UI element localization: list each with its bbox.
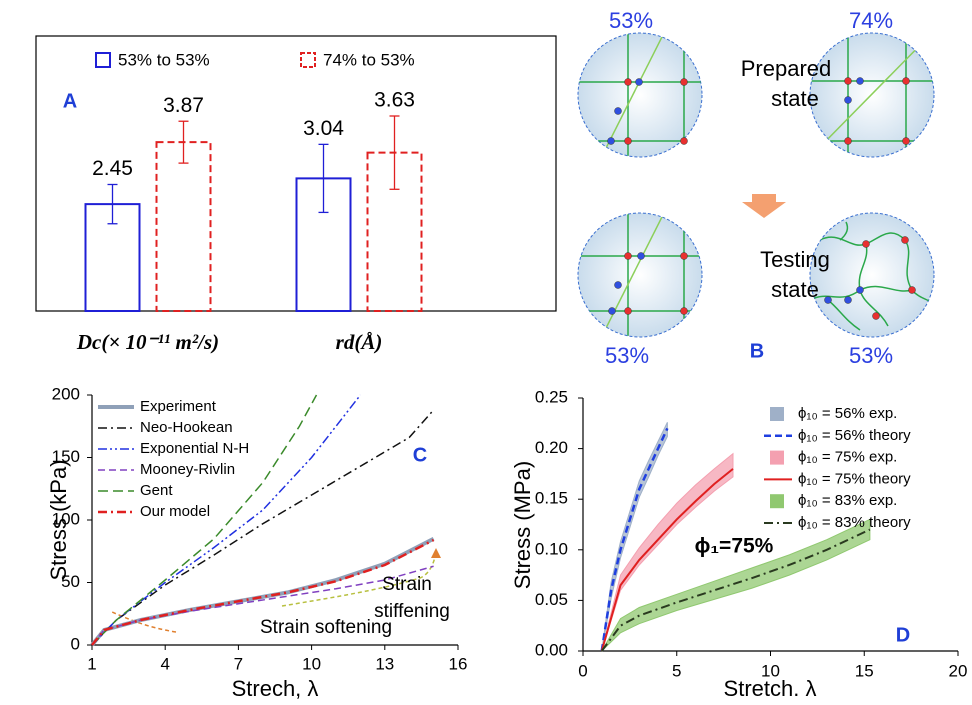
legend-swatch	[300, 52, 316, 68]
legend-swatch	[770, 494, 784, 509]
label-prepared-state: state	[771, 86, 819, 111]
panel-label: A	[63, 90, 77, 112]
annotation: stiffening	[374, 601, 450, 622]
x-tick-label: 4	[160, 654, 169, 673]
line	[91, 394, 318, 646]
legend-label: ϕ₁₀ = 56% exp.	[798, 405, 897, 422]
legend-swatch	[770, 407, 784, 421]
x-axis-title: Strech, λ	[232, 676, 319, 701]
y-tick-label: 50	[61, 572, 80, 591]
y-tick-label: 150	[52, 447, 80, 466]
label-top-right: 74%	[849, 8, 893, 33]
legend-label: Neo-Hookean	[140, 419, 233, 436]
annotation: ϕ₁=75%	[695, 535, 774, 558]
value-label: 3.04	[303, 117, 344, 140]
band	[601, 452, 734, 652]
panel-label: D	[896, 624, 910, 646]
y-tick-label: 0.10	[535, 539, 568, 558]
x-tick-label: 10	[302, 654, 321, 673]
x-tick-label: 0	[578, 661, 587, 680]
circle-testing-53-b	[809, 212, 935, 338]
x-axis-title: Stretch. λ	[724, 676, 817, 701]
legend-label: 53% to 53%	[118, 50, 210, 69]
x-tick-label: 1	[87, 654, 96, 673]
bar	[155, 141, 212, 312]
panel-label: B	[750, 340, 764, 362]
legend-swatch	[95, 52, 111, 68]
x-tick-label: 5	[672, 661, 681, 680]
label-prepared: Prepared	[741, 56, 832, 81]
legend-label: Exponential N-H	[140, 440, 249, 457]
x-tick-label: 15	[855, 661, 874, 680]
legend-label: ϕ₁₀ = 75% theory	[798, 470, 911, 487]
annotation: Strain softening	[260, 617, 392, 638]
y-axis-title: Stress (MPa)	[510, 461, 535, 589]
panel-b: 53% 74% Prepared state Testing state 53%…	[577, 8, 935, 368]
y-tick-label: 0.25	[535, 387, 568, 406]
arrow-head	[431, 548, 441, 558]
x-tick-label: Dc(× 10⁻¹¹ m²/s)	[76, 330, 219, 354]
circle-prepared-53	[577, 32, 703, 158]
legend-swatch	[770, 450, 784, 465]
legend-label: ϕ₁₀ = 56% theory	[798, 427, 911, 444]
y-tick-label: 0.05	[535, 590, 568, 609]
arrow	[742, 194, 786, 218]
line	[91, 565, 434, 646]
panel-label: C	[413, 444, 427, 466]
legend-label: ϕ₁₀ = 75% exp.	[798, 449, 897, 466]
line	[600, 468, 734, 652]
annotation-arrow	[111, 611, 177, 633]
annotation: Strain	[382, 574, 432, 595]
legend-label: Experiment	[140, 398, 217, 415]
x-tick-label: 7	[234, 654, 243, 673]
x-tick-label: 10	[761, 661, 780, 680]
legend-label: Our model	[140, 503, 210, 520]
y-tick-label: 100	[52, 509, 80, 528]
y-tick-label: 0.20	[535, 438, 568, 457]
value-label: 3.87	[163, 94, 204, 117]
label-bottom-left: 53%	[605, 343, 649, 368]
y-axis-title: Stress (kPa)	[46, 459, 71, 580]
value-label: 2.45	[92, 157, 133, 180]
label-top-left: 53%	[609, 8, 653, 33]
value-label: 3.63	[374, 89, 415, 112]
line	[600, 528, 871, 652]
circle-prepared-74	[809, 32, 935, 158]
legend-label: ϕ₁₀ = 83% theory	[798, 514, 911, 531]
y-tick-label: 200	[52, 384, 80, 403]
legend-label: Gent	[140, 482, 173, 499]
circle-testing-53	[577, 212, 703, 338]
line	[91, 409, 435, 646]
label-testing-state: state	[771, 277, 819, 302]
y-tick-label: 0.15	[535, 489, 568, 508]
x-tick-label: 20	[949, 661, 968, 680]
legend-label: Mooney-Rivlin	[140, 461, 235, 478]
y-tick-label: 0.00	[535, 640, 568, 659]
label-testing: Testing	[760, 247, 830, 272]
x-tick-label: 16	[449, 654, 468, 673]
label-bottom-right: 53%	[849, 343, 893, 368]
x-tick-label: rd(Å)	[336, 330, 383, 354]
x-tick-label: 13	[375, 654, 394, 673]
y-tick-label: 0	[71, 634, 80, 653]
annotation-arrow	[281, 551, 437, 607]
legend-label: 74% to 53%	[323, 50, 415, 69]
line	[600, 427, 669, 652]
line	[91, 538, 435, 646]
legend-box	[96, 396, 266, 546]
legend-label: ϕ₁₀ = 83% exp.	[798, 492, 897, 509]
